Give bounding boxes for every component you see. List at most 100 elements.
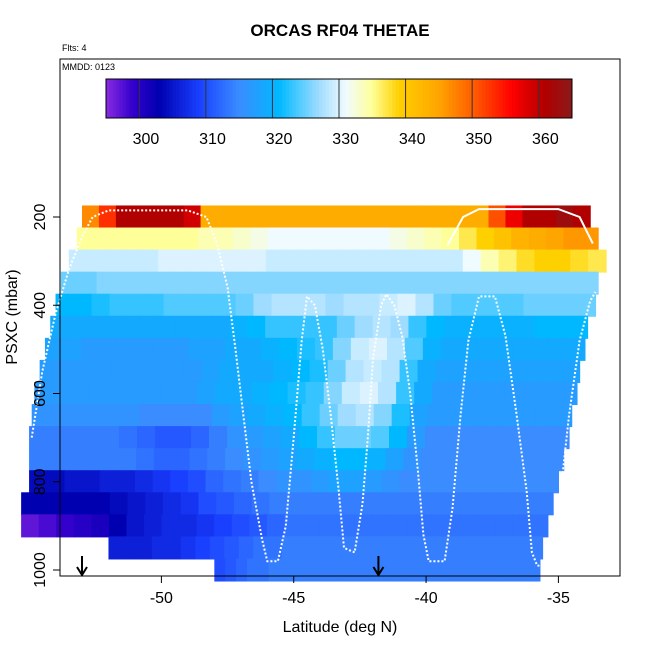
heatmap-cell: [68, 315, 87, 339]
colorbar-swatch: [468, 79, 473, 118]
heatmap-cell: [271, 293, 291, 317]
heatmap-cell: [462, 249, 482, 273]
heatmap-cell: [561, 359, 581, 383]
heatmap-cell: [426, 536, 442, 560]
heatmap-cell: [381, 359, 401, 383]
heatmap-cell: [304, 492, 324, 516]
heatmap-cell: [486, 381, 506, 406]
heatmap-cell: [222, 271, 241, 295]
heatmap-cell: [216, 492, 235, 516]
colorbar-swatch: [342, 79, 347, 118]
heatmap-cell: [267, 227, 286, 251]
heatmap-cell: [233, 381, 252, 406]
x-axis-label: Latitude (deg N): [283, 619, 398, 636]
heatmap-cell: [157, 315, 177, 339]
colorbar-swatch: [275, 79, 280, 118]
heatmap-cell: [91, 514, 110, 538]
heatmap-cell: [199, 293, 219, 317]
heatmap-cell: [474, 558, 487, 582]
heatmap-cell: [354, 315, 374, 339]
colorbar-swatch: [522, 79, 526, 118]
heatmap-cell: [200, 205, 219, 229]
heatmap-cell: [456, 448, 476, 472]
heatmap-cell: [287, 492, 306, 516]
heatmap-cell: [385, 448, 404, 472]
heatmap-cell: [462, 315, 481, 339]
heatmap-cell: [454, 271, 474, 295]
colorbar-swatch: [548, 79, 553, 118]
heatmap-cell: [397, 293, 417, 317]
colorbar-swatch: [319, 79, 323, 118]
heatmap-cell: [507, 558, 519, 582]
heatmap-cell: [57, 359, 77, 383]
colorbar-swatch: [385, 79, 390, 118]
heatmap-cell: [314, 337, 334, 361]
colorbar-swatch: [332, 79, 337, 118]
heatmap-cell: [323, 381, 343, 406]
y-axis-label: PSXC (mbar): [4, 269, 21, 364]
heatmap-cell: [399, 470, 418, 494]
heatmap-cell: [361, 293, 381, 317]
heatmap-cell: [553, 404, 573, 428]
heatmap-cell: [480, 315, 499, 339]
colorbar-swatch: [505, 79, 510, 118]
sounding-marker-arrow: [76, 556, 88, 577]
heatmap-cell: [246, 558, 259, 582]
heatmap-cell: [263, 426, 282, 450]
heatmap-cell: [299, 426, 318, 450]
heatmap-cell: [170, 337, 190, 361]
heatmap-cell: [433, 293, 453, 317]
heatmap-cell: [513, 536, 529, 560]
heatmap-cell: [157, 404, 177, 428]
heatmap-cell: [534, 249, 553, 273]
heatmap-cell: [528, 448, 547, 472]
heatmap-cell: [535, 404, 555, 428]
colorbar-swatch: [445, 79, 450, 118]
colorbar-tick-label: 330: [332, 131, 359, 148]
colorbar-swatch: [408, 79, 413, 118]
heatmap-cell: [242, 337, 262, 361]
colorbar-swatch: [315, 79, 320, 118]
heatmap-cell: [65, 426, 84, 450]
heatmap-cell: [276, 470, 295, 494]
heatmap-cell: [314, 448, 333, 472]
heatmap-cell: [265, 315, 284, 339]
colorbar-swatch: [109, 79, 114, 118]
colorbar-swatch: [362, 79, 367, 118]
heatmap-cell: [99, 470, 118, 494]
heatmap-cell: [490, 271, 510, 295]
heatmap-cell: [180, 492, 200, 516]
heatmap-cell: [171, 448, 191, 472]
colorbar-swatch: [488, 79, 493, 118]
heatmap-cell: [551, 315, 571, 339]
heatmap-cell: [183, 205, 202, 229]
heatmap-cell: [409, 404, 429, 428]
heatmap-cell: [307, 293, 327, 317]
heatmap-cell: [34, 381, 54, 406]
colorbar-swatch: [365, 79, 370, 118]
heatmap-cell: [278, 337, 298, 361]
heatmap-cell: [236, 558, 248, 582]
colorbar-swatch: [329, 79, 333, 118]
heatmap-cell: [47, 426, 66, 450]
heatmap-cell: [188, 337, 208, 361]
heatmap-cell: [337, 249, 356, 273]
heatmap-cell: [544, 271, 563, 295]
heatmap-cell: [122, 249, 141, 273]
heatmap-cell: [139, 404, 159, 428]
heatmap-cell: [116, 337, 136, 361]
heatmap-cell: [383, 536, 399, 560]
colorbar-swatch: [159, 79, 163, 118]
heatmap-cell: [381, 470, 401, 494]
heatmap-cell: [476, 227, 495, 251]
colorbar-swatch: [405, 79, 410, 118]
colorbar-swatch: [339, 79, 343, 118]
heatmap-cell: [283, 404, 303, 428]
chart-title: ORCAS RF04 THETAE: [250, 21, 429, 40]
heatmap-cell: [150, 271, 169, 295]
heatmap-cell: [566, 337, 586, 361]
sounding-marker-arrow: [372, 556, 385, 577]
heatmap-cell: [508, 271, 528, 295]
colorbar-swatch: [348, 79, 353, 118]
colorbar-swatch: [152, 79, 157, 118]
